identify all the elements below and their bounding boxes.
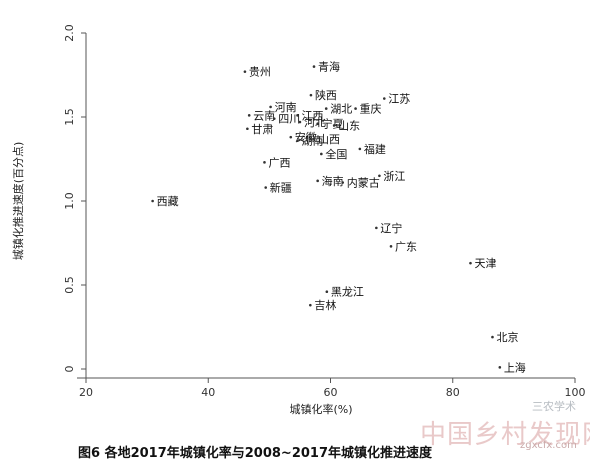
x-tick-label: 80: [446, 386, 460, 399]
y-axis-title: 城镇化推进速度(百分点): [11, 142, 25, 261]
data-point: [316, 179, 319, 183]
data-point: [264, 186, 268, 189]
point-label: 陕西: [315, 88, 337, 102]
x-tick-label: 20: [79, 386, 93, 399]
point-label: 浙江: [383, 170, 405, 183]
point-label: 海南: [322, 174, 344, 188]
point-label: 西藏: [157, 195, 179, 208]
data-point: [312, 65, 316, 68]
y-tick-label: 0: [63, 366, 76, 373]
x-axis-title: 城镇化率(%): [289, 402, 352, 416]
x-tick-label: 100: [565, 386, 586, 399]
data-point: [247, 114, 251, 117]
data-point: [375, 226, 378, 230]
point-label: 上海: [504, 360, 526, 374]
data-point: [309, 303, 312, 307]
data-point: [325, 290, 329, 294]
data-point: [289, 135, 293, 139]
point-label: 河南: [275, 101, 297, 114]
data-point: [269, 105, 272, 109]
x-tick-label: 40: [201, 386, 215, 399]
point-label: 辽宁: [380, 221, 402, 235]
data-point: [243, 70, 247, 73]
point-label: 重庆: [360, 102, 382, 116]
data-point: [296, 114, 299, 117]
data-point: [378, 174, 381, 178]
point-label: 广东: [395, 240, 417, 253]
data-point: [382, 97, 386, 100]
data-point: [246, 127, 249, 131]
data-point: [151, 199, 154, 203]
point-label: 安徽: [295, 130, 317, 144]
data-point: [263, 161, 266, 164]
watermark-banner: 中国乡村发现网: [420, 420, 590, 450]
data-point: [324, 107, 328, 110]
point-label: 新疆: [270, 181, 292, 195]
x-tick-label: 60: [324, 386, 338, 399]
point-label: 广西: [268, 156, 290, 169]
point-label: 宁夏: [322, 117, 344, 131]
point-label: 湖北: [330, 103, 352, 116]
data-point: [491, 335, 494, 339]
data-point: [332, 124, 336, 127]
data-point: [389, 245, 393, 248]
data-point: [309, 93, 313, 97]
point-label: 江西: [301, 109, 323, 122]
point-label: 天津: [474, 257, 496, 270]
data-point: [320, 152, 323, 156]
point-label: 山东: [338, 119, 360, 132]
ticks: 0 0.5 1.0 1.5 2.0 20 40 60 80 100: [63, 24, 586, 399]
data-point: [498, 366, 502, 369]
point-label: 湖南: [301, 135, 323, 148]
y-tick-label: 0.5: [63, 276, 76, 294]
point-label: 河北: [304, 116, 326, 129]
data-point: [358, 147, 362, 151]
data-point: [272, 117, 276, 120]
point-label: 甘肃: [251, 123, 273, 136]
y-tick-label: 1.5: [63, 108, 76, 126]
point-label: 福建: [364, 142, 386, 156]
point-label: 四川: [278, 113, 300, 126]
data-point: [341, 181, 345, 184]
watermark-site: zgxcfx.com: [520, 440, 577, 451]
y-tick-label: 1.0: [63, 192, 76, 210]
data-point: [296, 139, 299, 142]
point-label: 黑龙江: [331, 286, 364, 299]
point-label: 全国: [325, 147, 347, 161]
point-label: 北京: [496, 330, 518, 344]
point-label: 青海: [318, 60, 340, 74]
point-label: 山西: [318, 133, 340, 146]
data-point: [298, 120, 302, 124]
figure-caption: 图6 各地2017年城镇化率与2008~2017年城镇化推进速度: [78, 446, 433, 461]
point-label: 内蒙古: [347, 176, 380, 190]
axes: [77, 33, 575, 379]
data-point: [469, 261, 472, 265]
data-point: [316, 122, 319, 126]
y-tick-label: 2.0: [63, 24, 76, 42]
data-point: [312, 137, 316, 141]
point-label: 江苏: [388, 93, 410, 106]
data-point: [354, 107, 357, 110]
point-label: 云南: [253, 109, 275, 122]
watermark-brand: 三农学术: [532, 400, 576, 413]
point-label: 吉林: [314, 298, 336, 312]
point-label: 贵州: [249, 66, 271, 79]
